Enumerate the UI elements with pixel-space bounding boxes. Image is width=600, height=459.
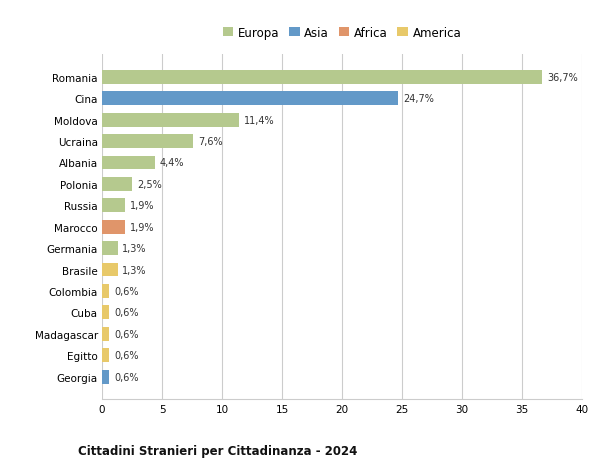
- Bar: [102, 284, 109, 298]
- Bar: [102, 156, 155, 170]
- Text: 11,4%: 11,4%: [244, 115, 274, 125]
- Legend: Europa, Asia, Africa, America: Europa, Asia, Africa, America: [223, 27, 461, 39]
- Bar: [102, 327, 109, 341]
- Bar: [102, 241, 118, 256]
- Bar: [102, 178, 132, 191]
- Text: 0,6%: 0,6%: [114, 286, 139, 296]
- Bar: [102, 348, 109, 362]
- Text: 36,7%: 36,7%: [547, 73, 578, 83]
- Text: 2,5%: 2,5%: [137, 179, 161, 190]
- Text: 0,6%: 0,6%: [114, 329, 139, 339]
- Text: 1,9%: 1,9%: [130, 201, 154, 211]
- Text: 0,6%: 0,6%: [114, 350, 139, 360]
- Text: 1,9%: 1,9%: [130, 222, 154, 232]
- Text: Cittadini Stranieri per Cittadinanza - 2024: Cittadini Stranieri per Cittadinanza - 2…: [78, 444, 358, 457]
- Bar: [102, 199, 125, 213]
- Text: 0,6%: 0,6%: [114, 308, 139, 318]
- Bar: [102, 92, 398, 106]
- Bar: [102, 220, 125, 234]
- Bar: [102, 71, 542, 84]
- Bar: [102, 135, 193, 149]
- Text: 1,3%: 1,3%: [122, 265, 147, 275]
- Text: 1,3%: 1,3%: [122, 244, 147, 253]
- Bar: [102, 306, 109, 319]
- Text: 4,4%: 4,4%: [160, 158, 184, 168]
- Bar: [102, 113, 239, 127]
- Text: 7,6%: 7,6%: [198, 137, 223, 147]
- Text: 24,7%: 24,7%: [403, 94, 434, 104]
- Text: 0,6%: 0,6%: [114, 372, 139, 382]
- Bar: [102, 370, 109, 384]
- Bar: [102, 263, 118, 277]
